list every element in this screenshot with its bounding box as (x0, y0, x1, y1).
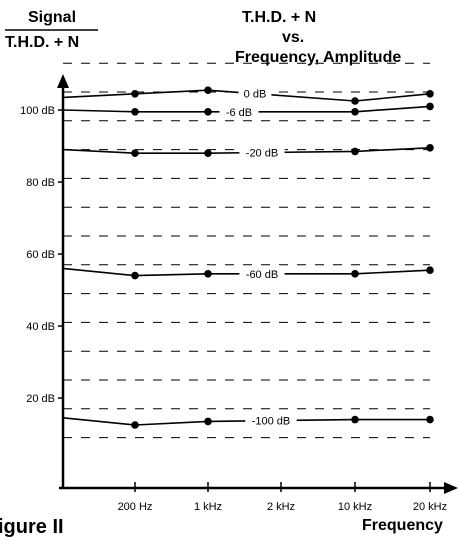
x-tick-labels: 200 Hz 1 kHz 2 kHz 10 kHz 20 kHz (118, 482, 447, 513)
x-tick-label-3: 10 kHz (338, 501, 372, 513)
x-tick-label-0: 200 Hz (118, 501, 153, 513)
y-tick-label-3: 80 dB (26, 177, 55, 189)
y-tick-label-2: 60 dB (26, 249, 55, 261)
x-tick-label-1: 1 kHz (194, 501, 222, 513)
data-point-2-4 (426, 144, 434, 152)
y-tick-label-4: 100 dB (20, 105, 55, 117)
data-point-4-4 (426, 415, 434, 424)
grid-lines (63, 62, 430, 439)
series-label-2: -20 dB (246, 148, 278, 160)
data-point-3-1 (131, 271, 139, 280)
data-point-1-1 (131, 108, 139, 116)
data-point-4-1 (131, 421, 139, 429)
data-point-2-2 (204, 149, 212, 157)
series-label-3: -60 dB (246, 269, 278, 281)
series-label-bg-4 (245, 413, 297, 427)
data-point-1-4 (426, 102, 434, 111)
data-point-0-4 (426, 90, 434, 98)
data-point-1-2 (204, 108, 212, 116)
y-tick-labels: 20 dB 40 dB 60 dB 80 dB 100 dB (20, 105, 63, 405)
x-tick-label-4: 20 kHz (413, 501, 447, 513)
data-point-3-2 (204, 270, 212, 278)
series-lines: 0 dB -6 dB -20 dB -60 dB -100 dB (62, 86, 434, 429)
series-label-4: -100 dB (252, 416, 291, 428)
data-point-3-3 (351, 270, 359, 278)
y-tick-label-1: 40 dB (26, 321, 55, 333)
data-point-4-3 (351, 415, 359, 424)
data-point-1-3 (351, 108, 359, 116)
series-label-bg-2 (239, 145, 285, 159)
data-point-2-3 (351, 147, 359, 156)
data-point-0-3 (351, 97, 359, 105)
series-label-0: 0 dB (244, 89, 267, 101)
series-label-bg-3 (239, 266, 285, 280)
x-axis-arrow (444, 482, 458, 494)
y-label-thd-n: T.H.D. + N (5, 34, 79, 51)
data-point-4-2 (204, 417, 212, 426)
x-axis-title: Frequency (362, 517, 443, 534)
series-label-bg-1 (219, 104, 259, 118)
y-label-signal: Signal (28, 9, 76, 26)
data-point-0-2 (204, 86, 212, 94)
data-point-3-4 (426, 266, 434, 275)
series-label-1: -6 dB (226, 107, 252, 119)
x-tick-label-2: 2 kHz (267, 501, 295, 513)
axes (57, 74, 458, 494)
series-label-bg-0 (238, 86, 272, 100)
figure-label: igure II (0, 516, 64, 538)
data-point-2-1 (131, 149, 139, 157)
y-tick-label-0: 20 dB (26, 393, 55, 405)
y-axis-arrow (57, 74, 69, 88)
chart-title-line-2: vs. (282, 29, 304, 46)
data-point-0-1 (131, 90, 139, 98)
chart-title-line-1: T.H.D. + N (242, 9, 316, 26)
chart-title-line-3: Frequency, Amplitude (235, 49, 401, 66)
